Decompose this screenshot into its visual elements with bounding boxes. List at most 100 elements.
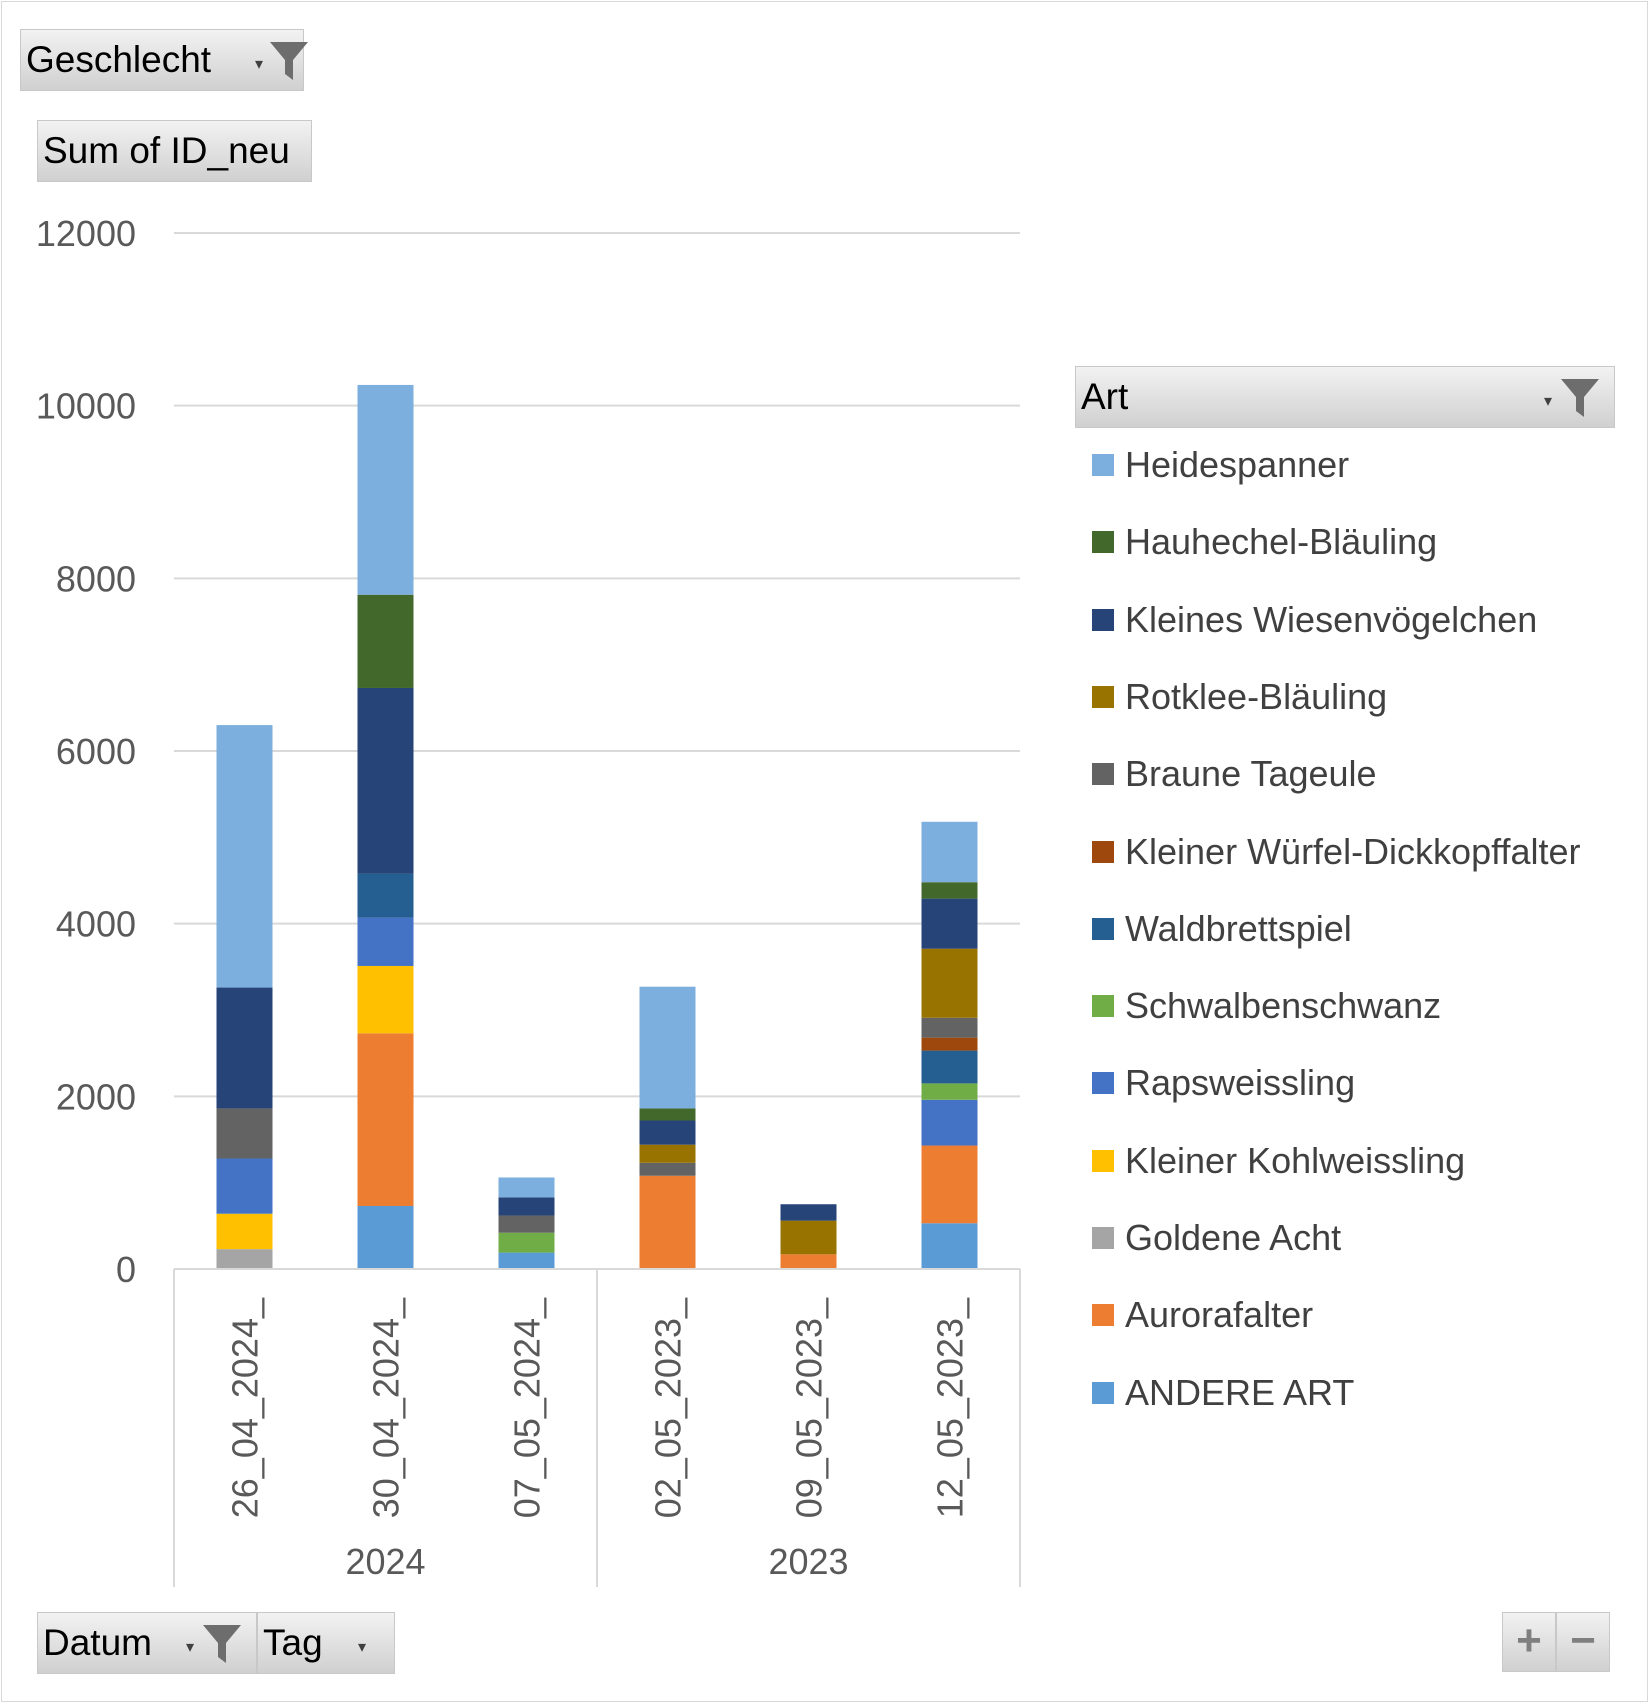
bar-segment	[921, 1083, 978, 1100]
filter-funnel-icon	[203, 1625, 241, 1663]
bar-segment	[921, 898, 978, 949]
legend-label: Waldbrettspiel	[1125, 907, 1352, 949]
y-tick-label: 4000	[56, 904, 136, 945]
bar-segment	[921, 1223, 978, 1269]
art-legend-filter-button[interactable]: Art ▾	[1075, 366, 1615, 428]
bar-segment	[639, 1108, 696, 1121]
legend-label: Heidespanner	[1125, 444, 1350, 485]
legend-swatch	[1092, 995, 1114, 1018]
filter-funnel-icon	[1561, 379, 1599, 417]
bar-segment	[216, 1213, 273, 1250]
legend-swatch	[1092, 840, 1114, 863]
legend-label: Hauhechel-Bläuling	[1125, 521, 1438, 563]
expand-field-button[interactable]: +	[1502, 1612, 1556, 1672]
value-field-button[interactable]: Sum of ID_neu	[37, 120, 312, 182]
x-category-label: 02_05_2023_	[648, 1297, 689, 1518]
collapse-field-button[interactable]: −	[1556, 1612, 1610, 1672]
legend-label: Goldene Acht	[1125, 1217, 1342, 1258]
bar-segment	[216, 1158, 273, 1214]
bar-segment	[921, 821, 978, 883]
bar-segment	[357, 594, 414, 688]
datum-filter-button[interactable]: Datum ▾	[37, 1612, 257, 1674]
bar-segment	[639, 1175, 696, 1269]
bar-segment	[357, 687, 414, 874]
legend-label: Kleines Wiesenvögelchen	[1125, 598, 1538, 640]
legend-label: Rotklee-Bläuling	[1125, 675, 1388, 717]
bar-segment	[639, 986, 696, 1109]
bar-segment	[357, 917, 414, 966]
legend-swatch	[1092, 1149, 1114, 1172]
bar-segment	[216, 987, 273, 1109]
bar-segment	[921, 1037, 978, 1051]
bar-segment	[216, 725, 273, 988]
bar-segment	[357, 384, 414, 595]
bar-segment	[921, 1050, 978, 1084]
y-tick-label: 6000	[56, 731, 136, 772]
bar-segment	[357, 965, 414, 1034]
legend-swatch	[1092, 685, 1114, 708]
legend-swatch	[1092, 454, 1114, 476]
x-category-label: 30_04_2024_	[366, 1297, 407, 1518]
y-tick-label: 0	[116, 1249, 136, 1290]
bar-segment	[921, 882, 978, 899]
legend-label: ANDERE ART	[1125, 1371, 1355, 1413]
filter-funnel-icon	[270, 42, 308, 80]
legend-label: Aurorafalter	[1125, 1294, 1314, 1336]
art-filter-label: Art	[1081, 376, 1129, 417]
bar-segment	[216, 1108, 273, 1159]
legend-label: Braune Tageule	[1125, 753, 1377, 795]
geschlecht-filter-label: Geschlecht	[26, 39, 212, 80]
tag-filter-button[interactable]: Tag ▾	[257, 1612, 395, 1674]
legend-label: Rapsweissling	[1125, 1062, 1356, 1104]
bar-segment	[498, 1177, 555, 1198]
legend-swatch	[1092, 763, 1114, 786]
legend-label: Kleiner Würfel-Dickkopffalter	[1125, 830, 1581, 872]
bar-segment	[639, 1120, 696, 1145]
x-category-label: 09_05_2023_	[789, 1297, 830, 1518]
datum-filter-label: Datum	[43, 1622, 152, 1663]
x-category-label: 12_05_2023_	[930, 1297, 971, 1518]
bar-segment	[639, 1162, 696, 1176]
y-tick-label: 8000	[56, 558, 136, 599]
y-tick-label: 2000	[56, 1076, 136, 1117]
bar-segment	[357, 873, 414, 918]
legend-label: Kleiner Kohlweissling	[1125, 1139, 1466, 1181]
bar-segment	[498, 1215, 555, 1233]
value-field-label: Sum of ID_neu	[43, 130, 290, 171]
geschlecht-filter-button[interactable]: Geschlecht ▾	[20, 29, 308, 91]
bar-segment	[498, 1197, 555, 1216]
x-group-label: 2024	[345, 1541, 425, 1582]
dropdown-arrow-icon: ▾	[1544, 393, 1553, 410]
tag-filter-label: Tag	[263, 1622, 323, 1663]
dropdown-arrow-icon: ▾	[255, 56, 264, 73]
bar-segment	[498, 1232, 555, 1253]
bar-segment	[921, 1145, 978, 1224]
legend-swatch	[1092, 1381, 1114, 1404]
legend-swatch	[1092, 917, 1114, 940]
bar-segment	[639, 1144, 696, 1163]
dropdown-arrow-icon: ▾	[186, 1639, 195, 1656]
bar-segment	[921, 948, 978, 1018]
x-category-label: 26_04_2024_	[225, 1297, 266, 1518]
bar-segment	[921, 1017, 978, 1038]
bar-segment	[357, 1205, 414, 1269]
x-group-label: 2023	[768, 1541, 848, 1582]
legend-swatch	[1092, 1227, 1114, 1249]
legend-swatch	[1092, 608, 1114, 631]
bar-segment	[780, 1204, 837, 1221]
legend-swatch	[1092, 531, 1114, 554]
bar-segment	[216, 1249, 273, 1269]
bar-segment	[921, 1099, 978, 1146]
bar-segment	[780, 1220, 837, 1255]
x-category-label: 07_05_2024_	[507, 1297, 548, 1518]
legend-swatch	[1092, 1072, 1114, 1095]
bar-segment	[357, 1033, 414, 1206]
y-tick-label: 12000	[36, 213, 136, 254]
bar-segment	[498, 1252, 555, 1269]
legend-label: Schwalbenschwanz	[1125, 985, 1442, 1027]
legend-swatch	[1092, 1304, 1114, 1327]
bar-segment	[780, 1254, 837, 1269]
y-tick-label: 10000	[36, 386, 136, 427]
